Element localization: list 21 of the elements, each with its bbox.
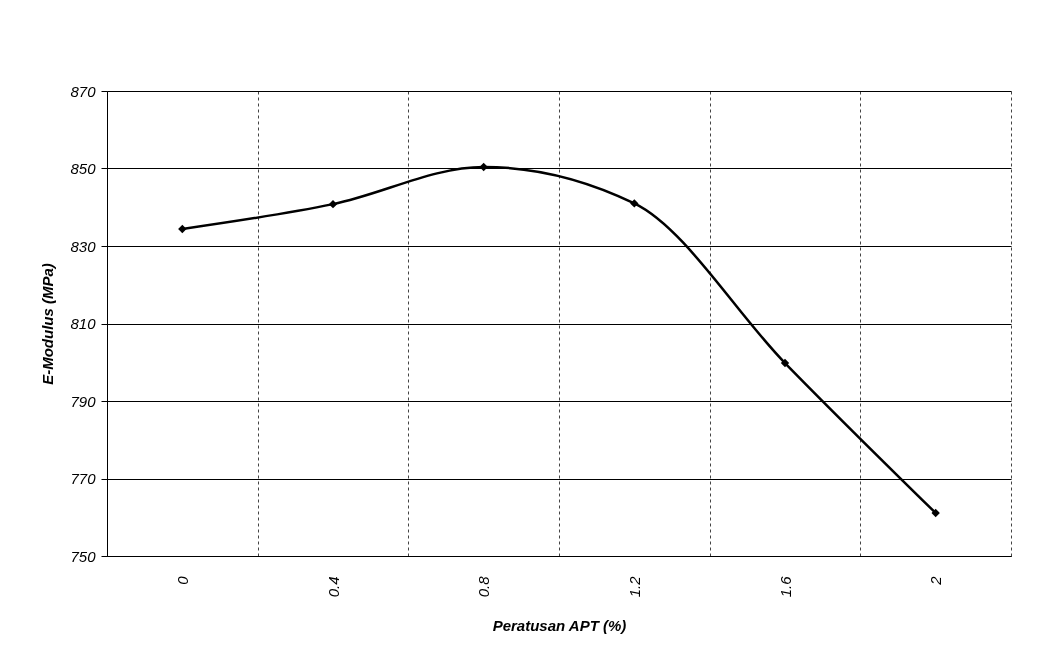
point [931, 508, 940, 518]
y-tick-label: 810 [70, 315, 97, 332]
x-tick-label: 2 [927, 575, 945, 586]
x-tick-label: 0.4 [324, 576, 342, 598]
y-tick-label: 770 [70, 470, 97, 487]
y-tick-label: 790 [70, 392, 97, 410]
x-tick-label: 0 [173, 575, 191, 585]
x-tick-label: 1.6 [776, 575, 794, 598]
point [328, 199, 338, 209]
point [178, 224, 187, 234]
x-tick-label: 0.8 [475, 575, 493, 598]
x-tick-label: 1.2 [625, 575, 643, 598]
point [479, 162, 488, 172]
y-tick-label: 830 [70, 237, 97, 255]
y-tick-label: 750 [70, 547, 97, 565]
point [630, 199, 639, 208]
y-tick-label: 870 [70, 82, 97, 100]
point [780, 358, 790, 368]
y-axis-title: E-Modulus (MPa) [39, 263, 57, 385]
x-axis-title: Peratusan APT (%) [492, 617, 627, 635]
y-tick-label: 850 [70, 160, 97, 177]
